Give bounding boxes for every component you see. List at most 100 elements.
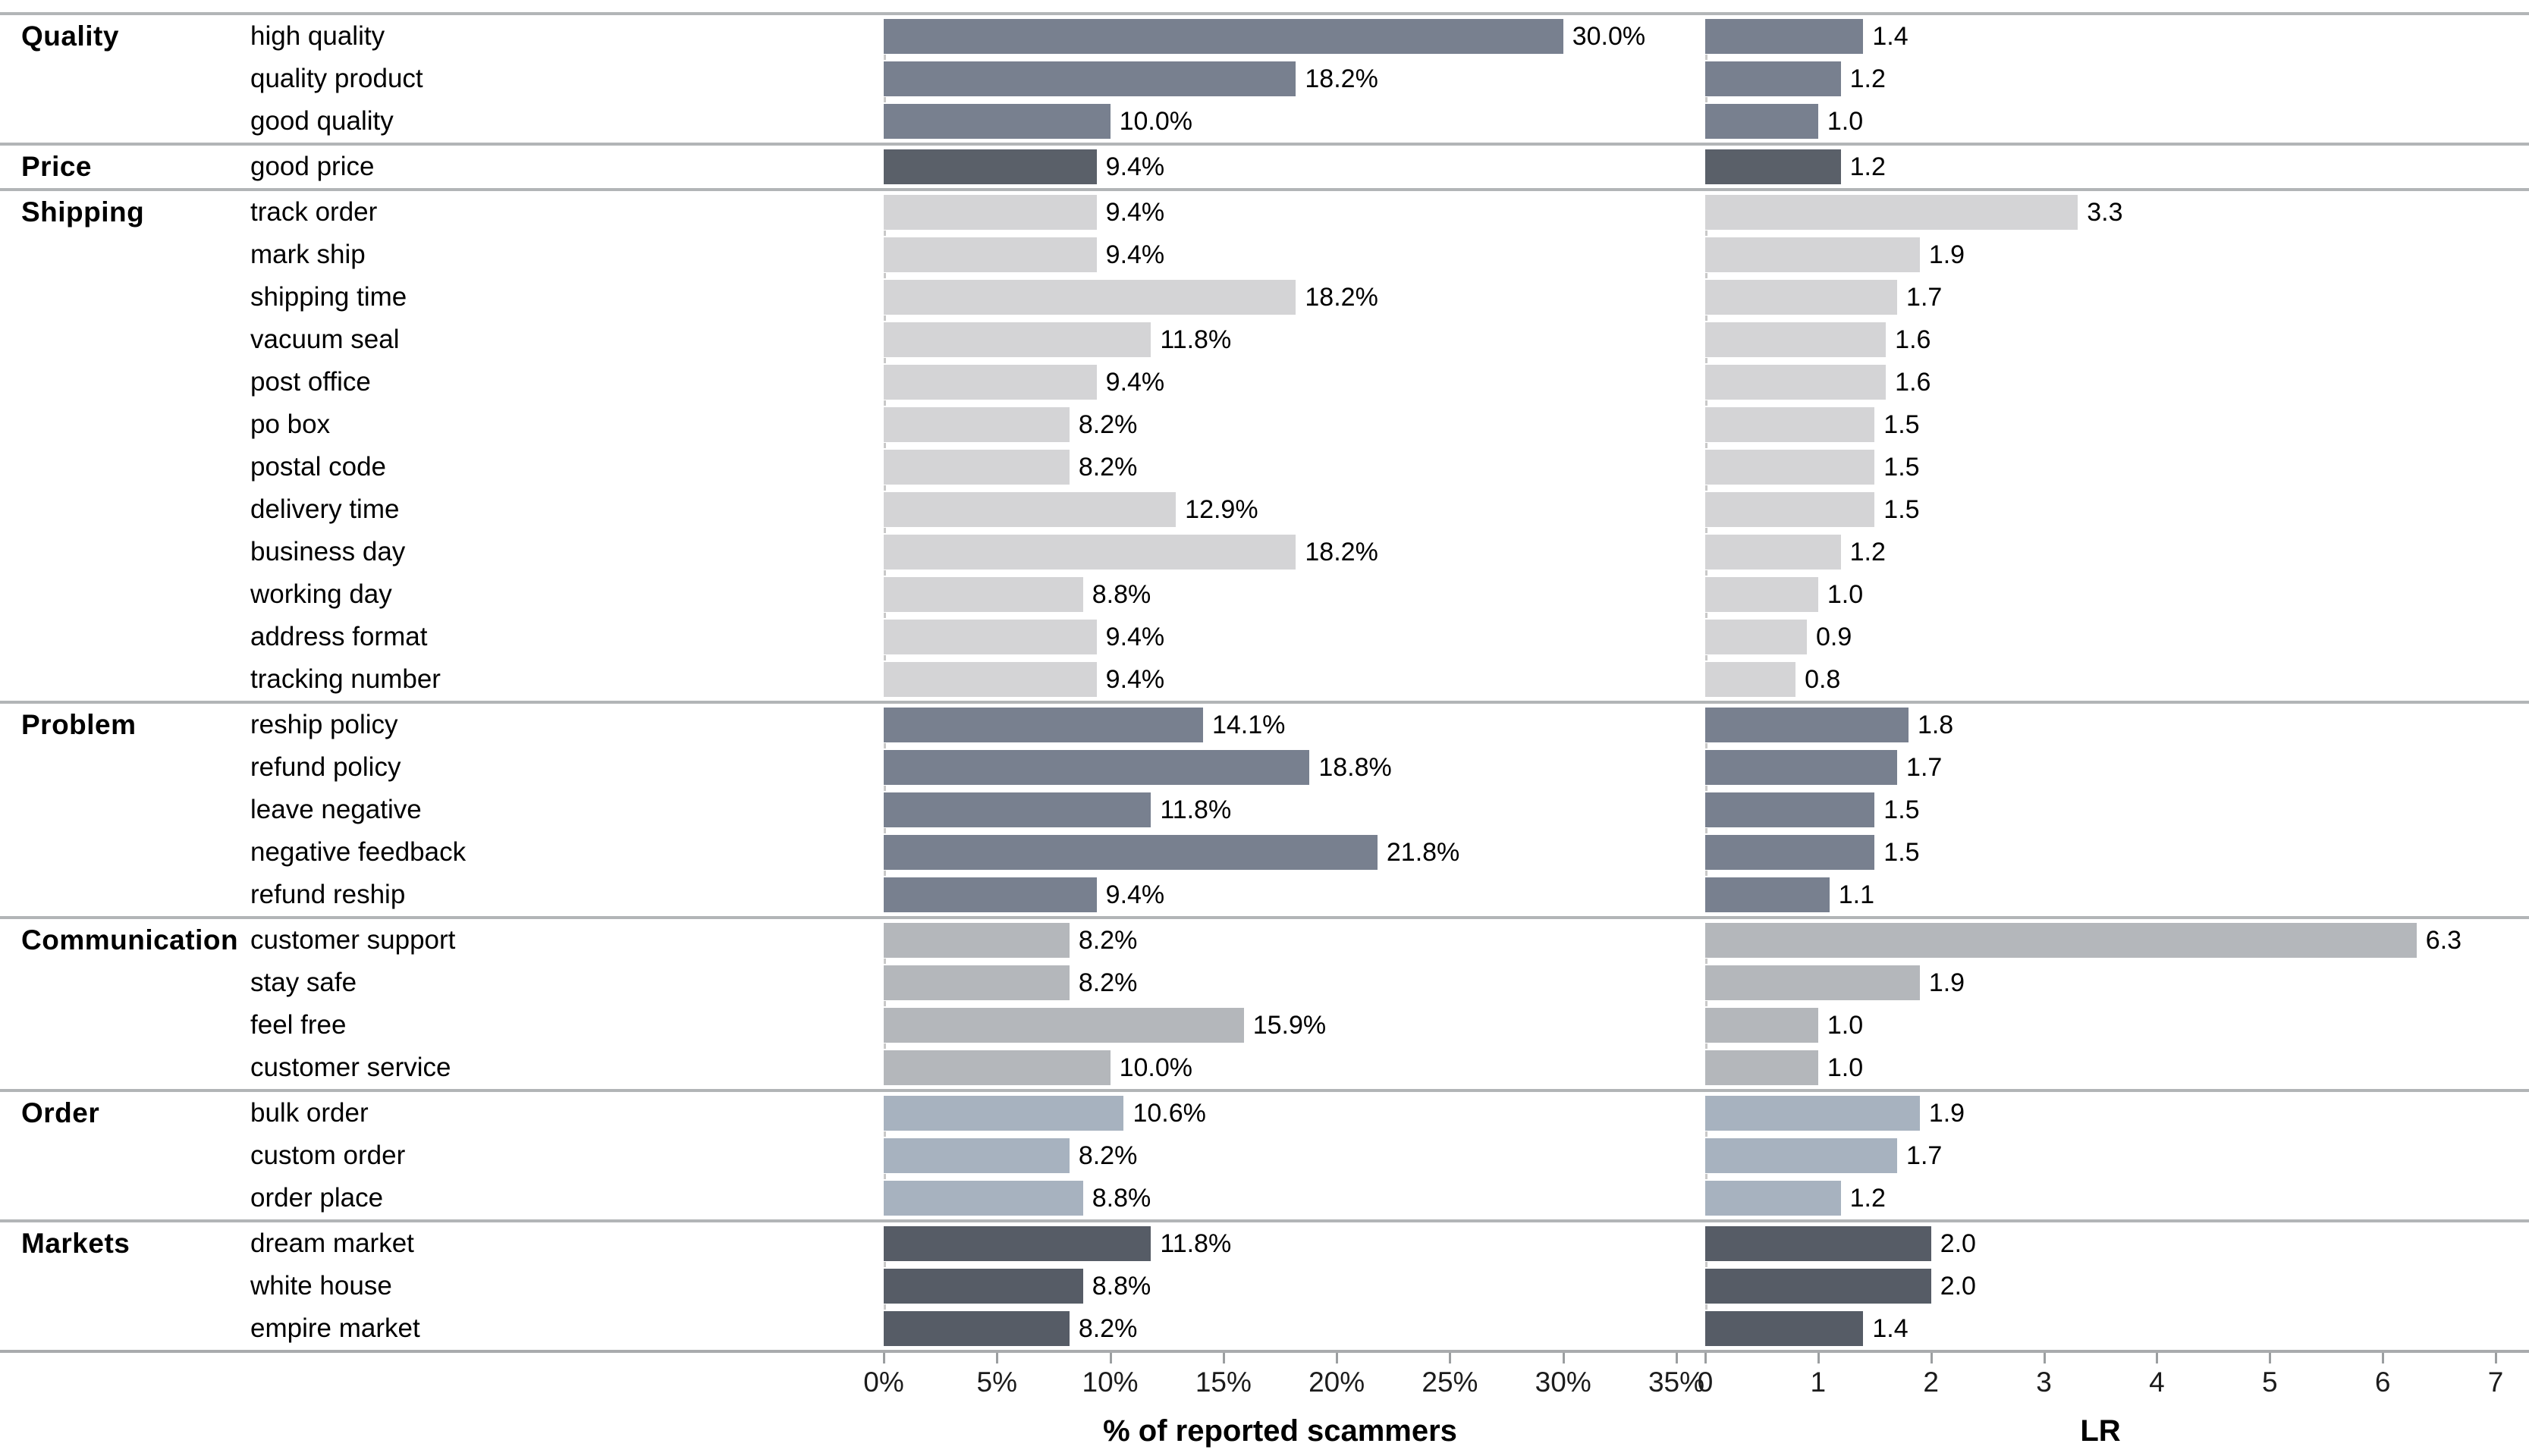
- chart-row: delivery time 12.9% 1.5: [0, 488, 2529, 533]
- item-label: bulk order: [250, 1098, 369, 1128]
- group-label-cell: [0, 1134, 250, 1177]
- lr-bar: [1705, 237, 1920, 272]
- group-section: Communication customer support 8.2% 6.3 stay…: [0, 916, 2529, 1089]
- lr-value: 1.9: [1928, 968, 1965, 997]
- group-label-cell: [0, 318, 250, 361]
- tick-mark: [883, 1353, 885, 1363]
- panel-gap: [1676, 15, 1705, 58]
- right-margin: [2496, 919, 2529, 962]
- item-label-cell: reship policy: [250, 704, 884, 746]
- chart-row: quality product 18.2% 1.2: [0, 58, 2529, 102]
- panel-gap: [1676, 488, 1705, 531]
- x-axis-title-right-cell: LR: [1705, 1406, 2496, 1456]
- chart-row: Problem reship policy 14.1% 1.8: [0, 704, 2529, 748]
- chart-row: empire market 8.2% 1.4: [0, 1307, 2529, 1350]
- pct-value: 18.2%: [1305, 64, 1378, 93]
- group-label-cell: [0, 100, 250, 143]
- right-margin: [2496, 58, 2529, 100]
- right-margin: [2496, 704, 2529, 746]
- chart-row: Quality high quality 30.0% 1.4: [0, 15, 2529, 60]
- title-gap: [1676, 1406, 1705, 1456]
- item-label: vacuum seal: [250, 325, 400, 354]
- tick-label: 35%: [1648, 1367, 1705, 1398]
- group-label-cell: [0, 616, 250, 658]
- pct-value: 11.8%: [1160, 795, 1232, 824]
- group-label-cell: [0, 234, 250, 276]
- tick-mark: [1449, 1353, 1452, 1363]
- lr-value: 1.1: [1838, 880, 1874, 909]
- lr-bar: [1705, 662, 1796, 697]
- lr-bar-cell: 1.9: [1705, 962, 2496, 1006]
- panel-gap: [1676, 191, 1705, 234]
- group-label-cell: [0, 1265, 250, 1307]
- pct-value: 9.4%: [1105, 240, 1165, 269]
- panel-gap: [1676, 234, 1705, 276]
- pct-bar-cell: 10.6%: [884, 1092, 1676, 1137]
- lr-value: 1.9: [1928, 240, 1965, 269]
- right-margin: [2496, 1134, 2529, 1177]
- lr-bar-cell: 1.0: [1705, 100, 2496, 143]
- pct-value: 11.8%: [1160, 1228, 1232, 1258]
- lr-bar: [1705, 1311, 1864, 1346]
- lr-bar-cell: 1.7: [1705, 276, 2496, 321]
- pct-bar: [884, 61, 1296, 96]
- item-label-cell: po box: [250, 403, 884, 446]
- chart-row: white house 8.8% 2.0: [0, 1265, 2529, 1310]
- group-label: Order: [21, 1097, 100, 1128]
- panel-gap: [1676, 276, 1705, 318]
- lr-bar-cell: 1.9: [1705, 234, 2496, 278]
- lr-bar: [1705, 450, 1875, 485]
- item-label: po box: [250, 410, 331, 439]
- lr-value: 1.2: [1849, 537, 1886, 566]
- tick-mark: [1562, 1353, 1565, 1363]
- pct-bar-cell: 9.4%: [884, 616, 1676, 661]
- pct-bar: [884, 965, 1070, 1000]
- panel-gap: [1676, 831, 1705, 874]
- lr-value: 1.8: [1917, 710, 1954, 739]
- group-label-cell: [0, 276, 250, 318]
- x-axis-left-panel: 0% 5% 10% 15% 20% 25% 30% 35%: [863, 1353, 1704, 1406]
- lr-bar: [1705, 492, 1875, 527]
- group-label-cell: [0, 1177, 250, 1219]
- pct-bar: [884, 923, 1070, 958]
- lr-bar: [1705, 923, 2417, 958]
- pct-bar: [884, 792, 1151, 827]
- pct-bar: [884, 407, 1070, 442]
- group-label-cell: [0, 1307, 250, 1350]
- pct-bar: [884, 237, 1097, 272]
- pct-value: 18.8%: [1318, 752, 1392, 782]
- lr-bar-cell: 1.5: [1705, 488, 2496, 533]
- title-right-margin: [2496, 1406, 2529, 1456]
- lr-value: 1.6: [1895, 325, 1931, 354]
- tick-label: 4: [2149, 1367, 2165, 1398]
- right-margin: [2496, 1004, 2529, 1046]
- lr-bar-cell: 0.8: [1705, 658, 2496, 701]
- lr-bar-cell: 1.2: [1705, 58, 2496, 102]
- pct-bar-cell: 18.8%: [884, 746, 1676, 791]
- lr-bar: [1705, 19, 1864, 54]
- item-label: track order: [250, 197, 378, 227]
- title-spacer-item-col: [250, 1406, 884, 1456]
- axis-right-margin: [2496, 1353, 2529, 1406]
- group-section: Markets dream market 11.8% 2.0 white house 8.…: [0, 1219, 2529, 1350]
- lr-value: 1.7: [1906, 1141, 1943, 1170]
- item-label-cell: custom order: [250, 1134, 884, 1177]
- pct-bar: [884, 1269, 1083, 1304]
- lr-value: 1.0: [1827, 1010, 1864, 1040]
- lr-value: 0.9: [1815, 622, 1852, 651]
- tick-label: 15%: [1195, 1367, 1252, 1398]
- group-label-cell: Problem: [0, 704, 250, 746]
- right-margin: [2496, 531, 2529, 573]
- chart-row: address format 9.4% 0.9: [0, 616, 2529, 661]
- chart-row: business day 18.2% 1.2: [0, 531, 2529, 576]
- pct-bar: [884, 1311, 1070, 1346]
- chart-row: good quality 10.0% 1.0: [0, 100, 2529, 143]
- pct-bar: [884, 1138, 1070, 1173]
- lr-bar-cell: 1.2: [1705, 531, 2496, 576]
- pct-bar: [884, 1096, 1124, 1131]
- panel-gap: [1676, 704, 1705, 746]
- pct-value: 8.2%: [1078, 968, 1138, 997]
- pct-value: 15.9%: [1252, 1010, 1327, 1040]
- item-label-cell: good price: [250, 146, 884, 188]
- lr-bar: [1705, 750, 1898, 785]
